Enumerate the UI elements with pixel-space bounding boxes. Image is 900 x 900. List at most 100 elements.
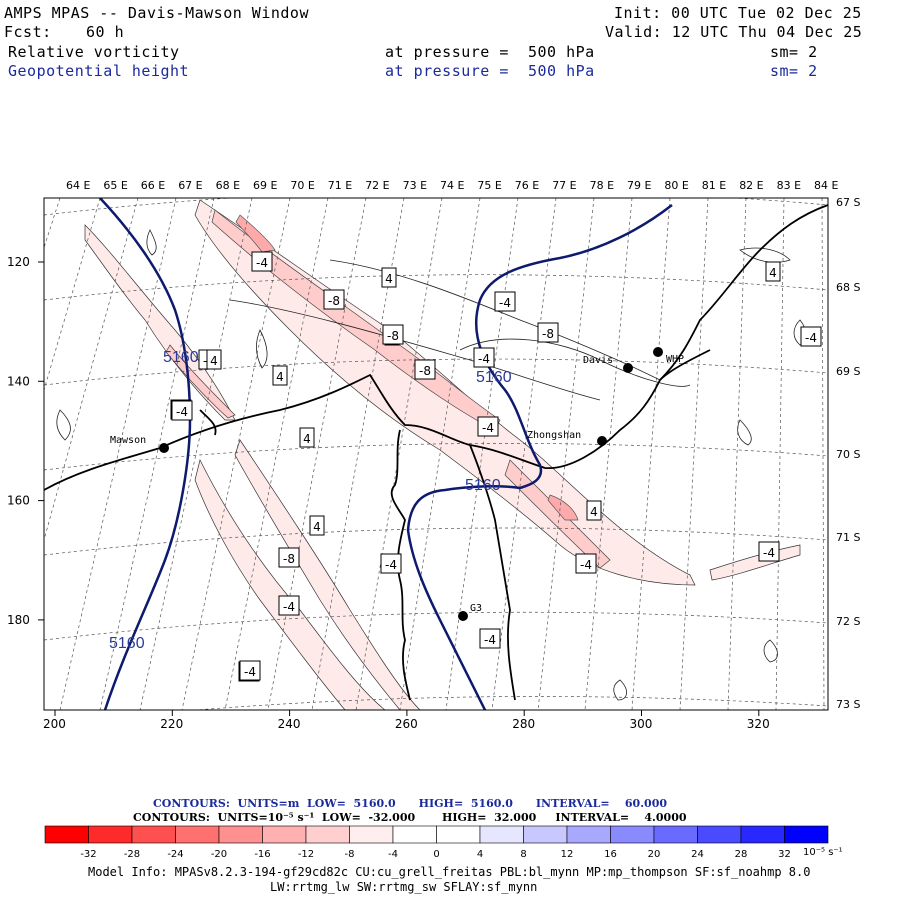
lon-label: 69 E	[253, 179, 277, 192]
field2-smoothing: sm= 2	[770, 62, 818, 80]
colorbar-label: 24	[691, 849, 704, 860]
colorbar-label: -16	[254, 849, 270, 860]
field2-level: at pressure = 500 hPa	[385, 62, 595, 80]
vort-label-box	[381, 267, 397, 288]
station-marker	[159, 443, 169, 453]
vort-label: -4	[805, 331, 817, 345]
vort-label: -8	[387, 329, 399, 343]
map-title: AMPS MPAS -- Davis-Mawson Window	[4, 4, 309, 22]
field2-name: Geopotential height	[8, 62, 190, 80]
colorbar-cell	[610, 825, 655, 844]
height-label: 5160	[163, 349, 199, 366]
colorbar-label: -32	[80, 849, 96, 860]
vort-label: -4	[256, 256, 268, 270]
vort-label: -4	[176, 405, 188, 419]
x-tick-label: 220	[160, 717, 183, 731]
lon-label: 82 E	[739, 179, 763, 192]
lon-label: 84 E	[814, 179, 838, 192]
station-label: WHP	[666, 354, 684, 365]
colorbar-cell	[175, 825, 220, 844]
vort-label: 4	[769, 266, 777, 280]
vort-label-box	[586, 500, 602, 521]
vort-shade-band	[194, 458, 386, 710]
colorbar-cell	[305, 825, 350, 844]
colorbar	[44, 825, 829, 844]
height-label: 5160	[476, 369, 512, 386]
lon-label: 72 E	[365, 179, 389, 192]
y-tick-label: 120	[7, 255, 30, 269]
vort-shade-band	[234, 439, 421, 710]
vort-shade-band	[84, 224, 236, 421]
vort-shade-band	[504, 459, 611, 569]
vort-label: -4	[283, 600, 295, 614]
model-info-line1: Model Info: MPASv8.2.3-194-gf29cd82c CU:…	[88, 865, 811, 879]
vort-label-box	[575, 553, 597, 574]
vort-label-box	[473, 347, 495, 368]
field1-level: at pressure = 500 hPa	[385, 43, 595, 61]
vort-label-box	[272, 365, 288, 386]
lat-label: 72 S	[836, 615, 860, 628]
colorbar-label: -28	[124, 849, 140, 860]
vort-label-box	[758, 541, 780, 562]
lat-label: 71 S	[836, 531, 860, 544]
lon-label: 81 E	[702, 179, 726, 192]
x-tick-label: 280	[512, 717, 535, 731]
colorbar-label: 32	[778, 849, 791, 860]
vort-label: -8	[419, 364, 431, 378]
lat-lon-grid	[44, 198, 828, 710]
lon-label: 66 E	[141, 179, 165, 192]
colorbar-cell	[740, 825, 785, 844]
station-label: Mawson	[110, 435, 146, 446]
vort-label-box	[479, 628, 501, 649]
vort-label-box	[299, 427, 315, 448]
station-label: G3	[470, 603, 482, 614]
colorbar-units: 10⁻⁵ s⁻¹	[803, 847, 843, 858]
lat-label: 67 S	[836, 196, 860, 209]
x-tick-label: 200	[43, 717, 66, 731]
colorbar-label: 16	[604, 849, 617, 860]
y-tick-label: 140	[7, 374, 30, 388]
vort-label: -4	[580, 558, 592, 572]
vort-label: -8	[328, 294, 340, 308]
lon-label: 76 E	[515, 179, 539, 192]
plot-frame	[43, 197, 829, 711]
vort-label-box	[309, 515, 325, 536]
vort-shade-band	[547, 494, 579, 521]
field1-smoothing: sm= 2	[770, 43, 818, 61]
lon-label: 79 E	[627, 179, 651, 192]
lon-label: 75 E	[477, 179, 501, 192]
colorbar-cell	[697, 825, 742, 844]
colorbar-label: -8	[345, 849, 355, 860]
vort-label-box	[800, 326, 822, 347]
vort-label: 4	[590, 505, 598, 519]
vort-label-box	[380, 553, 402, 574]
colorbar-label: 4	[477, 849, 483, 860]
vort-label-box	[765, 261, 781, 282]
vort-label-box	[206, 349, 222, 370]
colorbar-label: 0	[433, 849, 439, 860]
vort-label-box	[414, 359, 436, 380]
forecast-hour: 60 h	[86, 23, 125, 41]
colorbar-cell	[262, 825, 307, 844]
lon-label: 71 E	[328, 179, 352, 192]
lon-label: 78 E	[590, 179, 614, 192]
vort-label: 4	[385, 272, 393, 286]
vort-label-box	[382, 324, 404, 345]
colorbar-label: 20	[648, 849, 661, 860]
station-marker	[653, 347, 663, 357]
lon-label: 80 E	[664, 179, 688, 192]
vort-label: -4	[478, 352, 490, 366]
lon-label: 74 E	[440, 179, 464, 192]
vort-label: -4	[499, 296, 511, 310]
vort-label-box	[239, 660, 261, 681]
station-marker	[597, 436, 607, 446]
init-time: Init: 00 UTC Tue 02 Dec 25	[614, 4, 862, 22]
x-tick-label: 240	[278, 717, 301, 731]
height-label: 5160	[109, 635, 145, 652]
vorticity-contour-info: CONTOURS: UNITS=10⁻⁵ s⁻¹ LOW= -32.000 HI…	[133, 811, 687, 824]
x-tick-label: 300	[630, 717, 653, 731]
vort-label-box	[171, 400, 193, 421]
vort-label: 4	[303, 432, 311, 446]
vort-shade-band	[165, 344, 236, 419]
